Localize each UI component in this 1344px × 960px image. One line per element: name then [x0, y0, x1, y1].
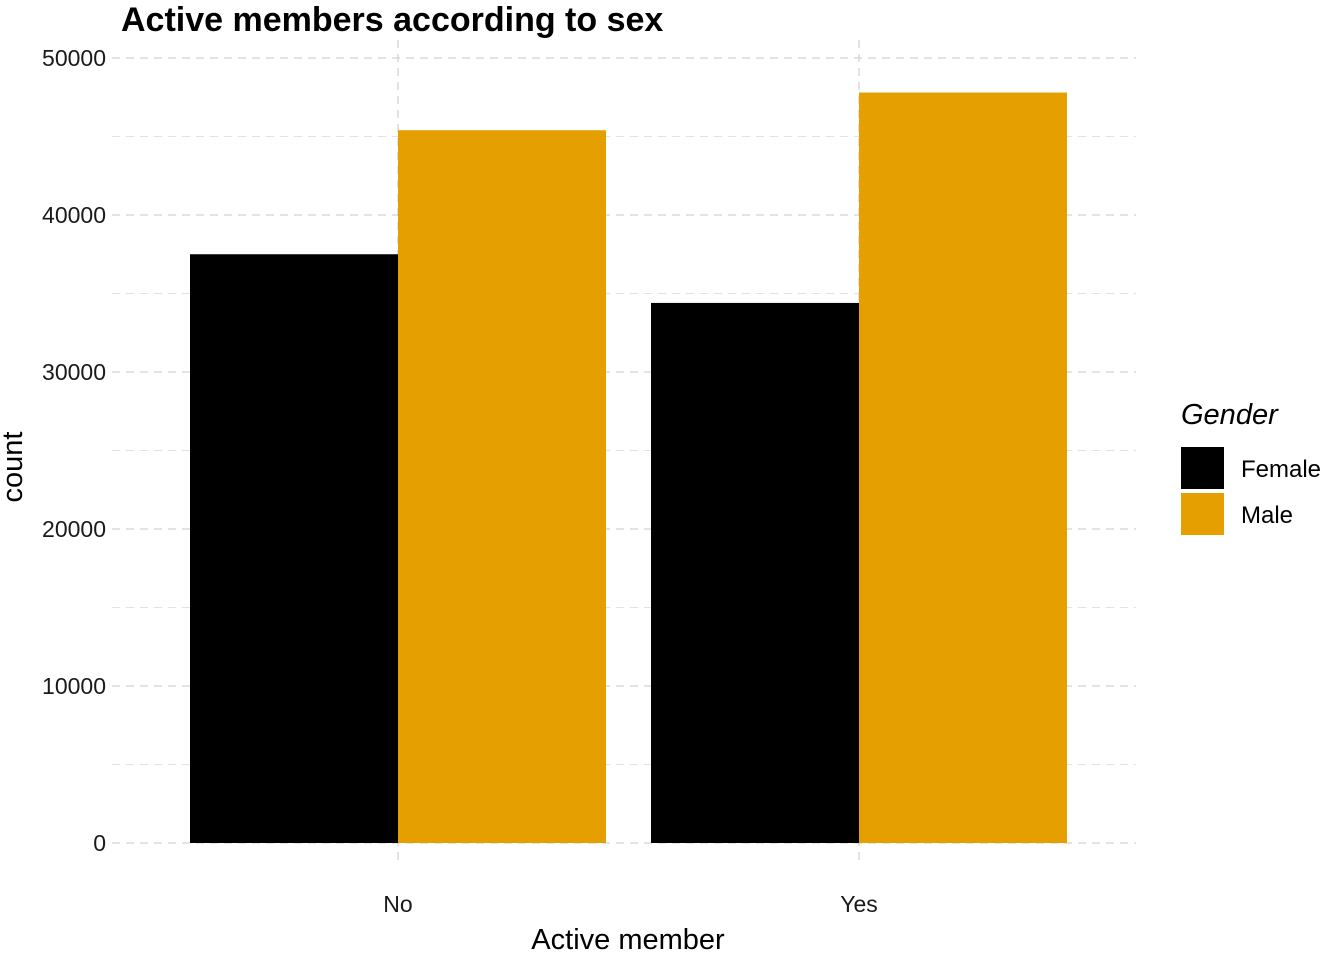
bar-male-yes [859, 92, 1067, 844]
bar-female-no [190, 254, 398, 843]
legend-key-female [1181, 447, 1224, 489]
y-axis-ticks: 0 10000 20000 30000 40000 50000 [42, 45, 106, 856]
bar-male-no [398, 130, 606, 844]
legend-label-female: Female [1241, 456, 1321, 483]
y-tick-label: 50000 [42, 45, 106, 71]
chart-title: Active members according to sex [121, 1, 663, 39]
x-axis-ticks: No Yes [383, 891, 877, 917]
bars [190, 92, 1067, 844]
legend: Gender Female Male [1181, 399, 1321, 535]
y-tick-label: 30000 [42, 359, 106, 385]
legend-label-male: Male [1241, 502, 1293, 529]
x-axis-title: Active member [531, 924, 725, 956]
x-tick-label: Yes [840, 891, 878, 917]
bar-female-yes [651, 302, 859, 843]
y-tick-label: 0 [93, 830, 106, 856]
x-tick-label: No [383, 891, 412, 917]
y-tick-label: 40000 [42, 202, 106, 228]
y-axis-title: count [0, 432, 29, 503]
y-tick-label: 10000 [42, 673, 106, 699]
legend-key-male [1181, 493, 1224, 535]
legend-title: Gender [1181, 399, 1279, 431]
y-tick-label: 20000 [42, 516, 106, 542]
